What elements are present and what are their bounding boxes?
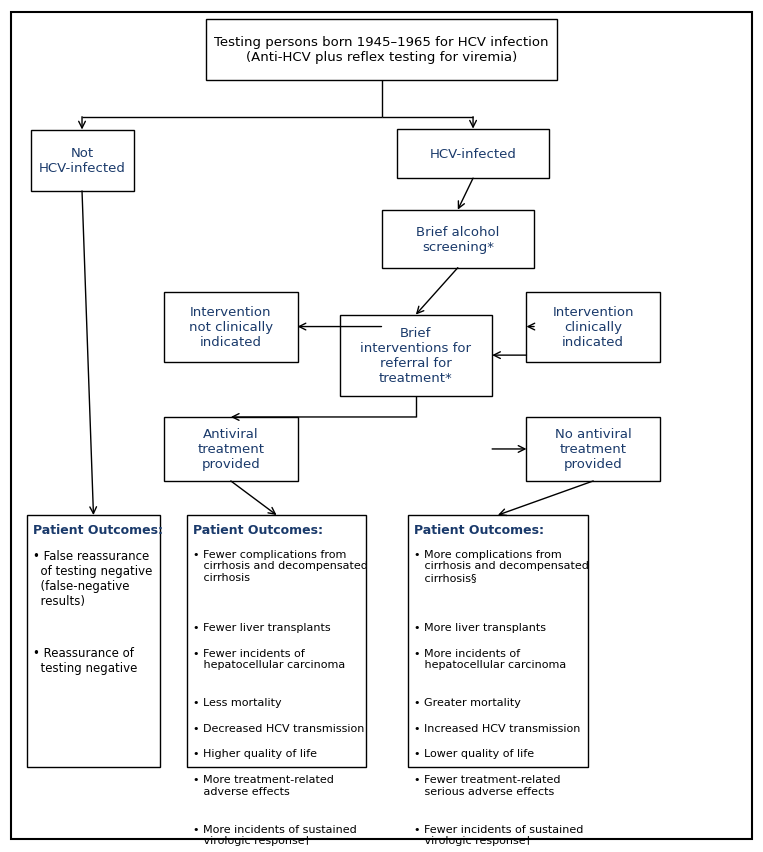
Text: • More complications from
   cirrhosis and decompensated
   cirrhosis§: • More complications from cirrhosis and … xyxy=(414,550,589,583)
Text: • Fewer incidents of sustained
   virologic response†: • Fewer incidents of sustained virologic… xyxy=(414,824,584,845)
Text: • More incidents of
   hepatocellular carcinoma: • More incidents of hepatocellular carci… xyxy=(414,648,567,670)
Text: • Reassurance of
  testing negative: • Reassurance of testing negative xyxy=(33,647,137,674)
Bar xyxy=(408,515,588,767)
Text: • Fewer treatment-related
   serious adverse effects: • Fewer treatment-related serious advers… xyxy=(414,774,561,796)
Bar xyxy=(382,210,534,268)
Text: • Fewer complications from
   cirrhosis and decompensated
   cirrhosis: • Fewer complications from cirrhosis and… xyxy=(193,550,368,583)
Text: • Fewer incidents of
   hepatocellular carcinoma: • Fewer incidents of hepatocellular carc… xyxy=(193,648,346,670)
Text: • Higher quality of life: • Higher quality of life xyxy=(193,749,317,758)
Text: • More incidents of sustained
   virologic response†: • More incidents of sustained virologic … xyxy=(193,824,357,845)
Bar xyxy=(526,292,660,362)
Bar xyxy=(164,292,298,362)
Text: • Greater mortality: • Greater mortality xyxy=(414,698,521,707)
Text: • Less mortality: • Less mortality xyxy=(193,698,282,707)
Bar xyxy=(340,315,492,396)
Text: • Lower quality of life: • Lower quality of life xyxy=(414,749,534,758)
Text: Intervention
not clinically
indicated: Intervention not clinically indicated xyxy=(188,306,273,348)
Text: • False reassurance
  of testing negative
  (false-negative
  results): • False reassurance of testing negative … xyxy=(33,550,152,607)
Text: Brief alcohol
screening*: Brief alcohol screening* xyxy=(416,226,500,253)
Text: HCV-infected: HCV-infected xyxy=(430,147,517,161)
Text: • More liver transplants: • More liver transplants xyxy=(414,623,546,632)
Bar xyxy=(187,515,366,767)
Text: • Decreased HCV transmission: • Decreased HCV transmission xyxy=(193,723,365,733)
Text: Patient Outcomes:: Patient Outcomes: xyxy=(33,524,163,537)
Text: No antiviral
treatment
provided: No antiviral treatment provided xyxy=(555,428,632,471)
Text: • Increased HCV transmission: • Increased HCV transmission xyxy=(414,723,581,733)
Bar xyxy=(397,130,549,179)
Text: Patient Outcomes:: Patient Outcomes: xyxy=(414,524,544,537)
Text: Not
HCV-infected: Not HCV-infected xyxy=(39,147,125,175)
Bar xyxy=(27,515,160,767)
Text: • Fewer liver transplants: • Fewer liver transplants xyxy=(193,623,330,632)
Bar xyxy=(164,417,298,481)
Bar xyxy=(206,20,557,81)
Text: Antiviral
treatment
provided: Antiviral treatment provided xyxy=(198,428,264,471)
Text: Patient Outcomes:: Patient Outcomes: xyxy=(193,524,323,537)
Text: • More treatment-related
   adverse effects: • More treatment-related adverse effects xyxy=(193,774,334,796)
Text: Intervention
clinically
indicated: Intervention clinically indicated xyxy=(552,306,634,348)
Bar xyxy=(526,417,660,481)
Text: Testing persons born 1945–1965 for HCV infection
(Anti-HCV plus reflex testing f: Testing persons born 1945–1965 for HCV i… xyxy=(214,37,549,64)
Text: Brief
interventions for
referral for
treatment*: Brief interventions for referral for tre… xyxy=(360,327,472,384)
Bar xyxy=(31,130,134,192)
